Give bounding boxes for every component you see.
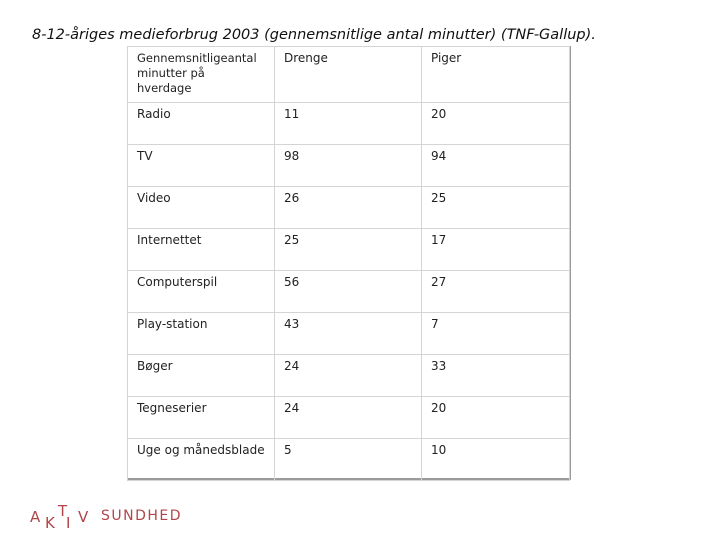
row-piger-value: 20 — [421, 102, 570, 145]
row-label: Uge og månedsblade — [127, 438, 275, 481]
row-label: Video — [127, 186, 275, 229]
media-usage-table: Gennemsnitligeantal minutter på hverdage… — [127, 46, 570, 481]
row-piger-value: 33 — [421, 354, 570, 397]
row-drenge-value: 24 — [274, 354, 422, 397]
row-drenge-value: 43 — [274, 312, 422, 355]
logo-letter-t: T — [58, 502, 68, 520]
logo-word: SUNDHED — [101, 508, 183, 524]
row-drenge-value: 56 — [274, 270, 422, 313]
logo-letter-k: K — [45, 514, 55, 532]
row-drenge-value: 11 — [274, 102, 422, 145]
row-label: TV — [127, 144, 275, 187]
header-measure-line-3: hverdage — [137, 81, 192, 95]
row-piger-value: 7 — [421, 312, 570, 355]
table-row: Computerspil 56 27 — [127, 270, 570, 313]
row-piger-value: 25 — [421, 186, 570, 229]
row-label: Internettet — [127, 228, 275, 271]
row-piger-value: 17 — [421, 228, 570, 271]
logo-letter-i: I — [66, 514, 71, 532]
table-row: Radio 11 20 — [127, 102, 570, 145]
row-drenge-value: 98 — [274, 144, 422, 187]
header-piger: Piger — [421, 46, 570, 103]
table-row: Bøger 24 33 — [127, 354, 570, 397]
row-label: Computerspil — [127, 270, 275, 313]
row-piger-value: 10 — [421, 438, 570, 481]
row-label: Bøger — [127, 354, 275, 397]
table-row: TV 98 94 — [127, 144, 570, 187]
slide-title: 8-12-åriges medieforbrug 2003 (gennemsni… — [32, 27, 596, 43]
row-piger-value: 94 — [421, 144, 570, 187]
row-drenge-value: 24 — [274, 396, 422, 439]
table-row: Uge og månedsblade 5 10 — [127, 438, 570, 481]
row-piger-value: 27 — [421, 270, 570, 313]
vertical-side-note — [1, 488, 15, 538]
logo-letter-v: V — [78, 508, 89, 526]
row-drenge-value: 25 — [274, 228, 422, 271]
table-row: Tegneserier 24 20 — [127, 396, 570, 439]
table-row: Play-station 43 7 — [127, 312, 570, 355]
header-measure-line-1: Gennemsnitligeantal — [137, 51, 257, 65]
row-label: Tegneserier — [127, 396, 275, 439]
table-header-row: Gennemsnitligeantal minutter på hverdage… — [127, 46, 570, 103]
header-measure-line-2: minutter på — [137, 66, 205, 80]
row-piger-value: 20 — [421, 396, 570, 439]
header-measure-cell: Gennemsnitligeantal minutter på hverdage — [127, 46, 275, 103]
logo-letter-a: A — [30, 508, 41, 526]
table-row: Video 26 25 — [127, 186, 570, 229]
row-label: Play-station — [127, 312, 275, 355]
header-drenge: Drenge — [274, 46, 422, 103]
row-label: Radio — [127, 102, 275, 145]
row-drenge-value: 5 — [274, 438, 422, 481]
row-drenge-value: 26 — [274, 186, 422, 229]
table-row: Internettet 25 17 — [127, 228, 570, 271]
table-frame: Gennemsnitligeantal minutter på hverdage… — [127, 46, 571, 481]
